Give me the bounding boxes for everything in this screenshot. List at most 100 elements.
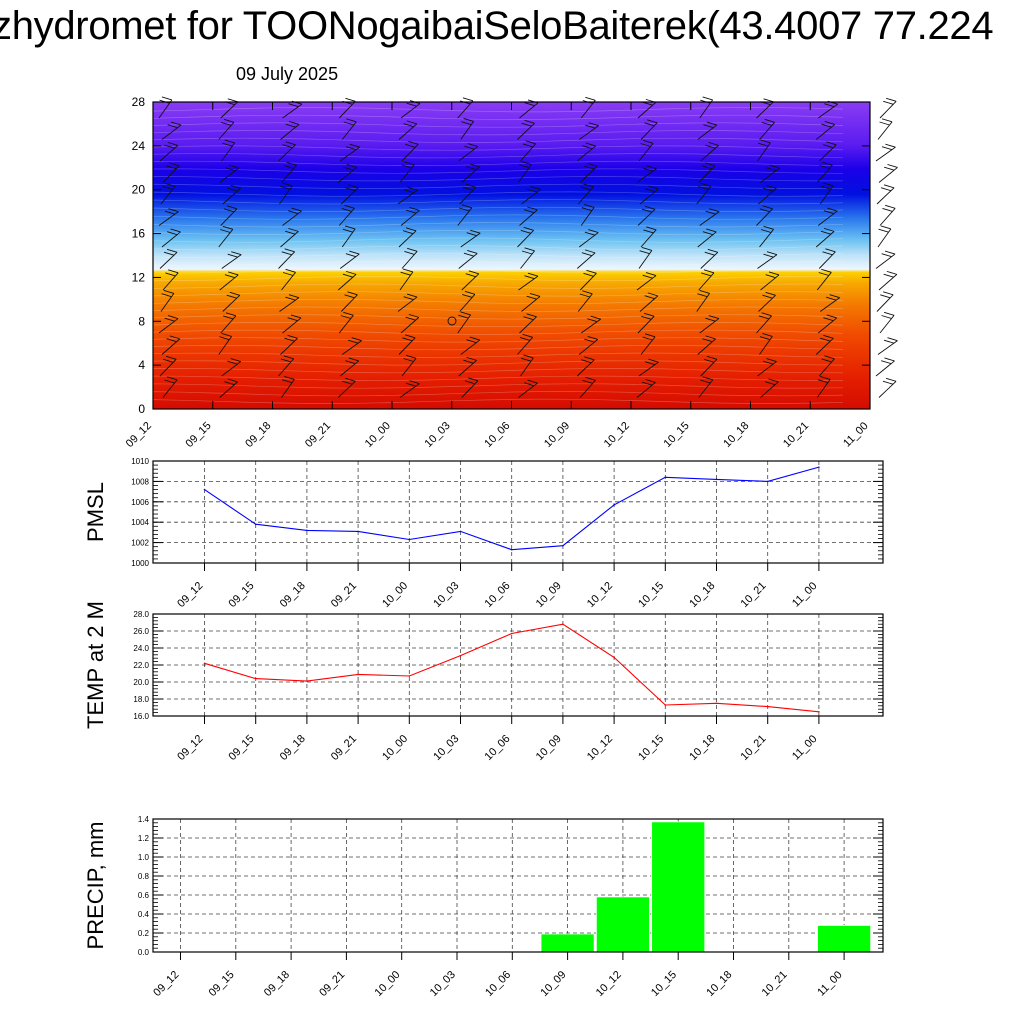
- wind-barb: [759, 225, 774, 248]
- wind-barb-staff: [339, 253, 360, 269]
- heatmap-contour: [152, 199, 844, 205]
- wind-barb: [578, 229, 599, 248]
- wind-barb-staff: [640, 229, 657, 248]
- wind-barb-feather: [221, 332, 232, 337]
- wind-barb-feather: [823, 182, 834, 187]
- wind-barb-feather: [342, 380, 353, 385]
- data-point: [766, 480, 769, 483]
- wind-barb-feather: [762, 332, 773, 337]
- wind-barb-staff: [757, 361, 777, 377]
- heatmap-xtick-label: 10_00: [363, 420, 393, 450]
- wind-barb-feather: [224, 381, 235, 386]
- wind-barb: [815, 227, 835, 248]
- wind-barb-feather: [469, 163, 480, 168]
- wind-barb: [340, 184, 359, 205]
- wind-barb: [700, 248, 719, 269]
- ytick-label: 22.0: [133, 661, 149, 670]
- wind-barb-feather: [705, 210, 716, 215]
- wind-barb-feather: [280, 358, 292, 363]
- wind-barb-feather: [644, 333, 656, 338]
- wind-barb-staff: [457, 100, 474, 119]
- wind-barb-staff: [518, 164, 532, 183]
- wind-barb-staff: [577, 186, 594, 205]
- wind-barb-staff: [637, 102, 657, 119]
- wind-barb-feather: [461, 121, 472, 126]
- wind-barb: [760, 271, 780, 291]
- wind-barb-feather: [406, 293, 418, 298]
- wind-barb-feather: [825, 248, 836, 253]
- ytick-label: 1.4: [138, 815, 150, 824]
- wind-barb-feather: [642, 274, 653, 279]
- wind-barb: [161, 121, 182, 140]
- wind-barb-staff: [698, 272, 715, 291]
- heatmap-ytick-label: 16: [132, 227, 146, 241]
- wind-barb-feather: [219, 336, 230, 341]
- wind-barb-feather: [404, 250, 415, 255]
- wind-barb-feather: [705, 317, 716, 322]
- wind-barb-feather: [520, 229, 531, 234]
- wind-barb: [875, 250, 896, 269]
- wind-barb-feather: [817, 379, 828, 384]
- wind-barb-feather: [641, 246, 653, 251]
- ytick-label: 26.0: [133, 627, 149, 636]
- data-point: [818, 710, 820, 713]
- panel-ylabel: TEMP at 2 M: [83, 601, 108, 729]
- wind-barb-feather: [701, 165, 713, 170]
- wind-barb-staff: [158, 211, 179, 226]
- wind-barb-feather: [820, 337, 831, 342]
- wind-barb: [819, 182, 834, 205]
- wind-barb-feather: [821, 123, 832, 128]
- wind-barb-feather: [222, 225, 233, 230]
- wind-barb-feather: [529, 293, 541, 297]
- ytick-label: 0.6: [138, 891, 150, 900]
- wind-barb-staff: [580, 100, 596, 119]
- wind-barb-feather: [284, 248, 295, 253]
- ytick-label: 0.2: [138, 929, 150, 938]
- wind-barb-feather: [221, 121, 232, 126]
- wind-barb-feather: [583, 272, 594, 277]
- wind-barb: [461, 270, 480, 291]
- wind-barb: [401, 247, 418, 269]
- wind-barb-staff: [461, 273, 480, 291]
- wind-barb-feather: [345, 360, 356, 365]
- wind-barb-staff: [517, 336, 534, 355]
- wind-barb: [282, 207, 302, 226]
- wind-barb-feather: [405, 227, 417, 232]
- wind-barb: [221, 139, 236, 162]
- wind-barb-feather: [700, 379, 711, 384]
- wind-barb-staff: [400, 103, 421, 119]
- wind-barb-staff: [397, 189, 418, 205]
- wind-barb-staff: [399, 164, 415, 183]
- wind-barb-feather: [224, 274, 236, 279]
- wind-barb-feather: [284, 230, 296, 235]
- xtick-label: 10_15: [636, 580, 666, 610]
- wind-barb-feather: [882, 380, 894, 385]
- xtick-label: 09_21: [329, 580, 359, 610]
- wind-barb-staff: [580, 207, 595, 226]
- wind-barb-feather: [522, 333, 533, 338]
- wind-barb-feather: [702, 96, 713, 101]
- wind-barb-feather: [405, 354, 417, 359]
- wind-barb-feather: [818, 272, 829, 276]
- wind-barb-feather: [887, 337, 898, 342]
- wind-barb-feather: [648, 358, 659, 363]
- heatmap-xtick-label: 09_21: [303, 420, 333, 450]
- wind-barb-staff: [816, 272, 832, 291]
- wind-barb-staff: [638, 250, 653, 269]
- wind-barb-feather: [523, 354, 534, 359]
- wind-barb-staff: [162, 165, 180, 183]
- wind-barb-staff: [161, 231, 181, 248]
- wind-barb-feather: [463, 252, 475, 257]
- wind-barb: [339, 357, 360, 377]
- wind-barb-staff: [700, 358, 718, 377]
- wind-barb-staff: [576, 145, 597, 162]
- data-point: [306, 529, 308, 532]
- wind-barb-feather: [641, 315, 652, 320]
- wind-barb-feather: [821, 358, 832, 363]
- wind-barb-feather: [170, 228, 181, 233]
- heatmap-contour: [152, 183, 844, 189]
- data-point: [408, 538, 411, 541]
- wind-barb-staff: [401, 358, 417, 377]
- wind-barb-feather: [345, 253, 356, 258]
